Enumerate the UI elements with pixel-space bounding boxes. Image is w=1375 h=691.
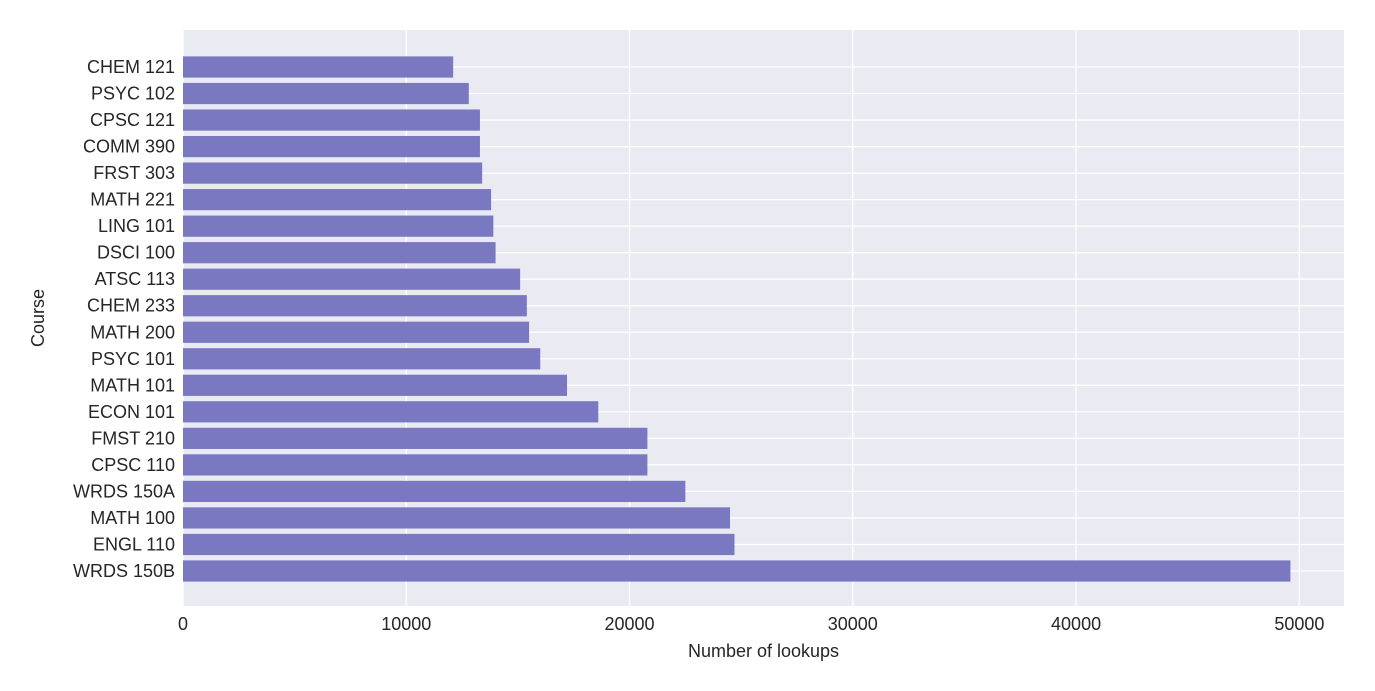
y-tick-label: FRST 303 — [93, 163, 175, 183]
bar-comm-390 — [183, 135, 480, 158]
y-tick-label: MATH 200 — [90, 322, 175, 342]
y-tick-labels: WRDS 150B ENGL 110 MATH 100 WRDS 150A CPSC 1… — [73, 57, 175, 581]
y-tick-label: ATSC 113 — [95, 269, 175, 289]
y-tick-label: CHEM 121 — [87, 57, 175, 77]
x-tick-label: 10000 — [381, 614, 431, 634]
x-tick-labels: 0 10000 20000 30000 40000 50000 — [178, 614, 1324, 634]
y-tick-label: CPSC 110 — [91, 455, 175, 475]
y-tick-label: WRDS 150B — [73, 561, 175, 581]
bar-psyc-102 — [183, 82, 469, 105]
bar-math-100 — [183, 507, 731, 529]
bar-frst-303 — [183, 162, 483, 184]
x-axis-label: Number of lookups — [688, 641, 839, 661]
bar-atsc-113 — [183, 268, 521, 290]
y-tick-label: MATH 221 — [90, 190, 175, 210]
bar-dsci-100 — [183, 242, 496, 264]
bar-math-101 — [183, 374, 568, 396]
bar-math-200 — [183, 321, 530, 343]
bar-math-221 — [183, 189, 492, 211]
bar-cpsc-121 — [183, 109, 480, 131]
bar-ling-101 — [183, 215, 494, 237]
bar-psyc-101 — [183, 348, 541, 370]
bar-chem-233 — [183, 295, 527, 317]
bar-econ-101 — [183, 401, 599, 423]
x-tick-label: 30000 — [828, 614, 878, 634]
x-tick-label: 40000 — [1051, 614, 1101, 634]
y-tick-label: WRDS 150A — [73, 481, 175, 501]
y-tick-label: FMST 210 — [91, 428, 175, 448]
y-tick-label: MATH 101 — [90, 375, 175, 395]
y-tick-label: LING 101 — [98, 216, 175, 236]
x-tick-label: 0 — [178, 614, 188, 634]
bar-engl-110 — [183, 533, 735, 556]
y-tick-label: DSCI 100 — [97, 243, 175, 263]
y-tick-label: COMM 390 — [83, 137, 175, 157]
bars — [183, 56, 1291, 582]
y-tick-label: PSYC 102 — [91, 84, 175, 104]
x-tick-label: 20000 — [605, 614, 655, 634]
y-tick-label: ECON 101 — [88, 402, 175, 422]
y-tick-label: PSYC 101 — [91, 349, 175, 369]
x-tick-label: 50000 — [1274, 614, 1324, 634]
bar-wrds-150a — [183, 480, 686, 503]
bar-cpsc-110 — [183, 454, 648, 476]
y-axis-label: Course — [28, 289, 48, 347]
y-tick-label: CHEM 233 — [87, 296, 175, 316]
y-tick-label: MATH 100 — [90, 508, 175, 528]
y-tick-label: ENGL 110 — [93, 534, 175, 554]
y-tick-label: CPSC 121 — [90, 110, 175, 130]
bar-chem-121 — [183, 56, 454, 78]
bar-wrds-150b — [183, 560, 1291, 582]
bar-fmst-210 — [183, 427, 648, 449]
